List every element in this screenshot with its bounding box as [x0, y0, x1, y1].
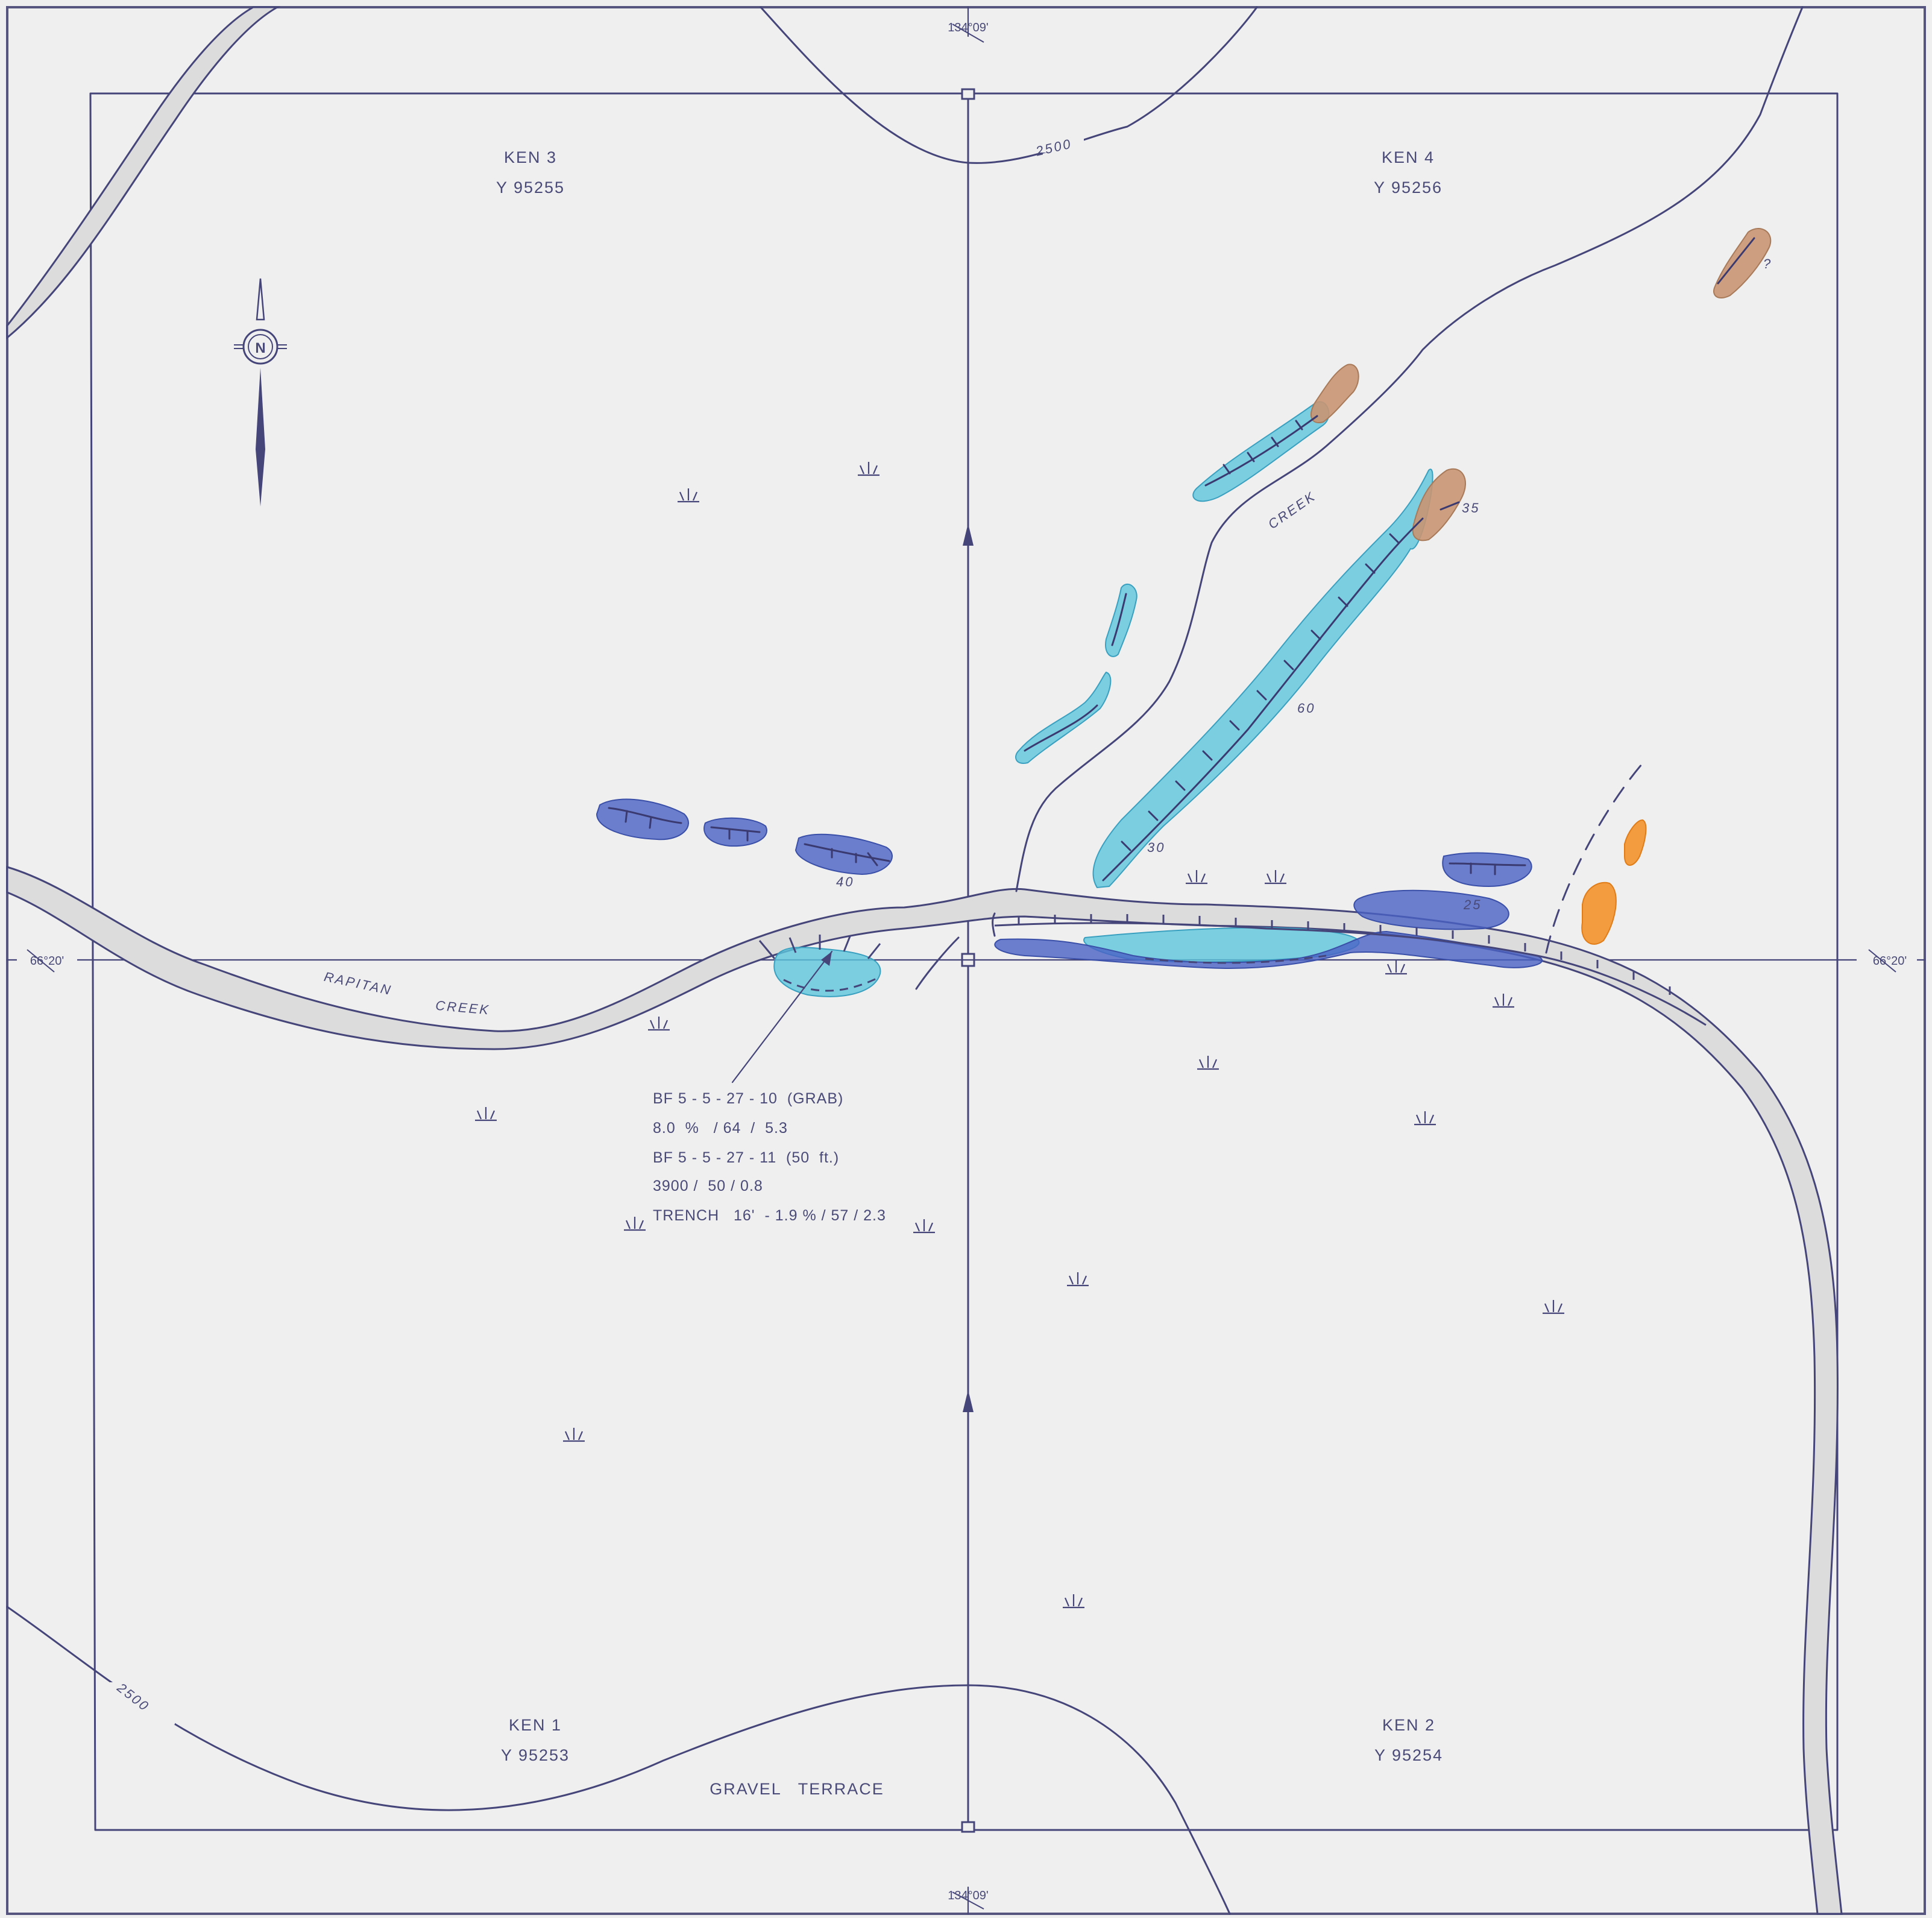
fault-dashed: [1545, 759, 1647, 954]
unit-orange: [1581, 819, 1647, 945]
north-arrow-tip: [256, 278, 265, 321]
claim-id-ken1: Y 95253: [501, 1746, 570, 1764]
claim-id-ken3: Y 95255: [496, 178, 565, 197]
road-northwest: [6, 6, 281, 340]
creek-label-creek: CREEK: [435, 998, 491, 1018]
claim-id-ken4: Y 95256: [1374, 178, 1443, 197]
claim-label-ken1: KEN 1: [509, 1716, 562, 1734]
sample-note-2: 8.0 % / 64 / 5.3: [653, 1120, 788, 1137]
tributary-creek: [1015, 6, 1804, 892]
creek-label-tributary: CREEK: [1265, 488, 1319, 532]
trench-hatching: [758, 914, 1707, 1026]
sample-notes: BF 5 - 5 - 27 - 10 (GRAB) 8.0 % / 64 / 5…: [653, 1090, 886, 1224]
claim-label-ken2: KEN 2: [1382, 1716, 1435, 1734]
claim-label-ken4: KEN 4: [1382, 148, 1435, 166]
sample-leader-line: [731, 950, 833, 1084]
claim-post-bottom: [961, 1821, 975, 1833]
channel-segment-2: [992, 912, 996, 937]
gravel-terrace-label: GRAVEL TERRACE: [710, 1780, 884, 1798]
arrow-north-upper: [963, 523, 974, 546]
rapitan-creek: [6, 865, 1843, 1915]
longitude-label-bottom: 134°09': [948, 1889, 988, 1902]
creek-label-rapitan: RAPITAN: [323, 969, 393, 998]
arrow-north-lower: [963, 1390, 974, 1412]
north-arrow-shaft: [256, 368, 265, 506]
north-arrow: N: [234, 278, 287, 506]
dip-60: 60: [1297, 701, 1315, 716]
sample-note-3: BF 5 - 5 - 27 - 11 (50 ft.): [653, 1149, 839, 1166]
unit-tan: [1311, 228, 1772, 541]
north-label: N: [255, 340, 265, 356]
marsh-symbols: [475, 462, 1564, 1609]
bedding-symbols: [608, 237, 1755, 882]
contour-upper: [760, 6, 1258, 164]
dip-30: 30: [1147, 840, 1165, 855]
channel-segment: [915, 936, 960, 990]
claim-block-boundary: [89, 92, 1839, 1831]
dip-25: 25: [1463, 897, 1482, 912]
claim-post-top: [961, 88, 975, 100]
sample-note-4: 3900 / 50 / 0.8: [653, 1178, 763, 1194]
contour-lower: [6, 1606, 1231, 1915]
latitude-label-left: 66°20': [30, 954, 64, 968]
claim-label-ken3: KEN 3: [504, 148, 557, 166]
dip-40: 40: [836, 874, 854, 889]
longitude-label-top: 134°09': [948, 21, 988, 34]
dip-35: 35: [1462, 500, 1480, 516]
sample-arrow-head: [821, 951, 832, 966]
dip-question: ?: [1763, 256, 1772, 271]
sample-note-1: BF 5 - 5 - 27 - 10 (GRAB): [653, 1090, 843, 1107]
sample-note-5: TRENCH 16' - 1.9 % / 57 / 2.3: [653, 1207, 886, 1224]
claim-id-ken2: Y 95254: [1374, 1746, 1443, 1764]
unit-dark-blue: [596, 798, 1543, 969]
latitude-label-right: 66°20': [1873, 954, 1907, 968]
